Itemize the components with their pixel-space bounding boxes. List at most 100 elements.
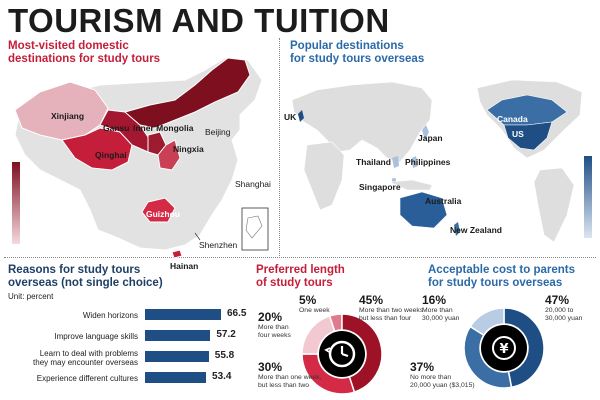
cost-heading: Acceptable cost to parents for study tou… [428,264,575,290]
yuan-icon: ¥ [492,336,516,360]
slice-20000-30000-label1: 20,000 to [545,307,574,314]
domestic-heading-line1: Most-visited domestic [8,40,129,52]
indonesia-landmass [388,179,433,191]
label-thailand: Thailand [356,157,391,167]
label-singapore: Singapore [359,182,401,192]
bar-label: Learn to deal with problems they may enco… [33,349,138,367]
slice-two-to-four-weeks-label2: but less than four [359,315,412,322]
slice-two-to-four-weeks-label1: More than two weeks [359,307,424,314]
slice-two-to-four-weeks-pct: 45% [359,293,384,307]
china-map [12,57,269,258]
label-beijing: Beijing [205,127,231,137]
label-uk: UK [284,112,297,122]
length-heading: Preferred length of study tours [256,264,345,290]
bar-value-label: 66.5 [227,308,247,319]
label-hainan: Hainan [170,261,199,271]
slice-one-to-two-weeks-label2: but less than two [258,382,310,389]
south-america-landmass [533,167,575,243]
bar [145,372,207,383]
label-ningxia: Ningxia [173,144,204,154]
label-inner-mongolia: Inner Mongolia [133,123,194,133]
slice-under-20000-pct: 37% [410,360,435,374]
singapore-region [392,178,396,182]
bar-value-label: 57.2 [216,329,236,340]
bar [145,309,221,320]
slice-over-30000-label1: More than [422,307,453,314]
bar-label: Experience different cultures [36,374,138,383]
donut-slice [469,307,505,337]
us-region [503,121,553,151]
bar-value-label: 53.4 [212,371,232,382]
africa-landmass [303,141,345,211]
donut-center [481,325,527,371]
reasons-unit: Unit: percent [8,292,54,301]
slice-over-30000-label2: 30,000 yuan [422,315,460,322]
new-zealand-region [454,222,460,236]
slice-20000-30000: 47% 20,000 to 30,000 yuan [545,293,582,323]
overseas-heading-line1: Popular destinations [290,40,404,52]
label-xinjiang: Xinjiang [51,111,85,121]
australia-region [399,191,448,229]
reasons-heading-line2: overseas (not single choice) [8,277,163,289]
cost-donut-chart [463,307,545,389]
page-title: TOURISM AND TUITION [8,2,390,39]
slice-one-to-two-weeks-label1: More than one week, [258,374,322,381]
overseas-heading-line2: for study tours overseas [290,53,425,65]
label-gansu: Gansu [103,123,130,133]
length-heading-line1: Preferred length [256,264,345,276]
label-shanghai: Shanghai [235,179,271,189]
donut-slice [341,313,383,393]
reasons-bar-chart: Widen horizons 66.5 Improve language skill… [8,305,248,395]
slice-two-to-four-weeks: 45% More than two weeks but less than fo… [359,293,423,323]
uk-region [298,110,304,122]
cost-heading-line2: for study tours overseas [428,277,563,289]
slice-one-week-label: One week [299,307,330,314]
bar-label: Improve language skills [54,332,138,341]
clock-icon [324,340,356,368]
label-qinghai: Qinghai [95,150,127,160]
slice-one-week-pct: 5% [299,293,317,307]
slice-under-20000-label2: 20,000 yuan ($3,015) [410,382,475,389]
slice-one-week: 5% One week [299,293,330,315]
donut-slice [503,307,545,389]
domestic-legend-scale [12,162,20,244]
donut-slice [301,315,336,355]
reasons-heading-line1: Reasons for study tours [8,264,141,276]
length-heading-line2: of study tours [256,277,333,289]
overseas-heading: Popular destinations for study tours ove… [290,40,424,66]
cost-heading-line1: Acceptable cost to parents [428,264,575,276]
domestic-heading-line2: destinations for study tours [8,53,161,65]
horizontal-divider [4,257,596,258]
slice-one-to-two-weeks-pct: 30% [258,360,283,374]
label-philippines: Philippines [405,157,451,167]
slice-over-four-weeks-pct: 20% [258,310,283,324]
label-canada: Canada [497,114,528,124]
bar [145,330,211,341]
overseas-legend-scale [584,156,592,238]
slice-over-four-weeks-label2: four weeks [258,332,291,339]
slice-under-20000: 37% No more than 20,000 yuan ($3,015) [410,360,475,390]
label-shenzhen: Shenzhen [199,240,238,250]
vertical-divider [279,38,280,258]
slice-one-to-two-weeks: 30% More than one week, but less than tw… [258,360,321,390]
slice-20000-30000-pct: 47% [545,293,570,307]
inner-mongolia-region [123,57,251,129]
philippines-region [412,156,418,168]
slice-under-20000-label1: No more than [410,374,452,381]
label-guizhou: Guizhou [146,209,180,219]
hainan-region [171,249,183,258]
slice-over-30000: 16% More than 30,000 yuan [422,293,459,323]
domestic-heading: Most-visited domestic destinations for s… [8,40,160,66]
slice-over-four-weeks: 20% More than four weeks [258,310,291,340]
label-new-zealand: New Zealand [450,225,502,235]
slice-over-four-weeks-label1: More than [258,324,289,331]
slice-20000-30000-label2: 30,000 yuan [545,315,583,322]
slice-over-30000-pct: 16% [422,293,447,307]
guizhou-region [141,197,176,223]
world-map [291,79,592,243]
bar-label: Widen horizons [82,311,138,320]
svg-text:¥: ¥ [499,342,508,357]
qinghai-region [61,127,133,171]
japan-region [422,125,429,140]
bar [145,351,209,362]
